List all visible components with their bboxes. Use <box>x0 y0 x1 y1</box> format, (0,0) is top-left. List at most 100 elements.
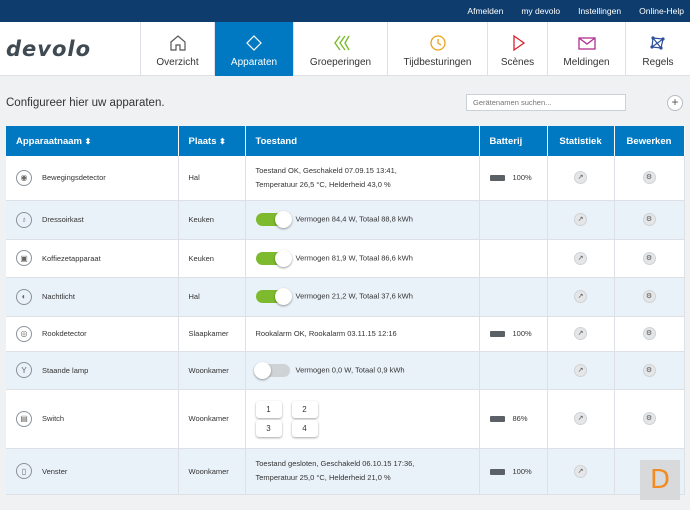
table-row[interactable]: ◎ Rookdetector Slaapkamer Rookalarm OK, R… <box>6 316 685 352</box>
nav-label: Overzicht <box>156 57 199 68</box>
battery-level: 100% <box>512 329 532 338</box>
device-state: Vermogen 21,2 W, Totaal 37,6 kWh <box>295 291 413 301</box>
device-search-input[interactable] <box>466 94 626 111</box>
floor-lamp-icon: Y <box>16 362 32 378</box>
col-name-header[interactable]: Apparaatnaam ⬍ <box>6 126 179 156</box>
clock-icon <box>429 35 446 51</box>
switch-button-3[interactable]: 3 <box>255 419 282 437</box>
battery-icon <box>489 175 505 182</box>
statistics-icon[interactable]: ↗ <box>574 251 587 265</box>
nav-meldingen[interactable]: Meldingen <box>547 22 625 76</box>
battery-icon <box>489 331 505 338</box>
statistics-icon[interactable]: ↗ <box>574 171 587 185</box>
nav-tijdbesturingen[interactable]: Tijdbesturingen <box>387 22 487 76</box>
night-light-icon: ◐ <box>16 288 32 305</box>
nav-scenes[interactable]: Scènes <box>487 22 547 76</box>
statistics-icon[interactable]: ↗ <box>574 213 587 226</box>
device-table: Apparaatnaam ⬍ Plaats ⬍ Toestand Batteri… <box>6 126 685 495</box>
nav-label: Scènes <box>500 57 535 68</box>
device-name: Dressoirkast <box>42 215 84 224</box>
coffee-machine-icon: ▣ <box>16 250 32 266</box>
col-place-header[interactable]: Plaats ⬍ <box>178 126 246 156</box>
diamond-icon <box>246 35 262 51</box>
device-place: Keuken <box>178 200 246 240</box>
battery-level: 86% <box>512 414 528 423</box>
nav-label: Apparaten <box>230 57 278 68</box>
device-place: Woonkamer <box>178 389 246 449</box>
power-toggle[interactable] <box>255 211 292 228</box>
statistics-icon[interactable]: ↗ <box>574 290 587 303</box>
logout-link[interactable]: Afmelden <box>467 6 504 16</box>
col-edit-header: Bewerken <box>614 126 685 156</box>
sort-icon: ⬍ <box>84 136 92 146</box>
device-place: Slaapkamer <box>178 316 246 352</box>
statistics-icon[interactable]: ↗ <box>574 412 587 425</box>
gear-icon[interactable]: ⚙ <box>642 290 656 303</box>
logo-text: devolo <box>6 36 92 61</box>
help-link[interactable]: Online-Help <box>639 6 684 16</box>
bulb-icon: ♁ <box>16 211 32 228</box>
device-state: Toestand OK, Geschakeld 07.09.15 13:41, <box>255 165 397 175</box>
col-battery-header: Batterij <box>479 126 548 156</box>
statistics-icon[interactable]: ↗ <box>574 363 587 377</box>
page-title: Configureer hier uw apparaten. <box>6 97 165 109</box>
device-state: Toestand gesloten, Geschakeld 06.10.15 1… <box>255 459 415 468</box>
table-row[interactable]: ▤ Switch Woonkamer 1 2 3 4 86% ↗ ⚙ <box>6 389 685 449</box>
toolbar: Configureer hier uw apparaten. + <box>0 76 690 124</box>
table-row[interactable]: Y Staande lamp Woonkamer Vermogen 0,0 W, … <box>6 351 685 390</box>
add-device-button[interactable]: + <box>667 95 683 111</box>
table-row[interactable]: ♁ Dressoirkast Keuken Vermogen 84,4 W, To… <box>6 200 685 240</box>
nav-overzicht[interactable]: Overzicht <box>140 22 214 76</box>
table-row[interactable]: ◐ Nachtlicht Hal Vermogen 21,2 W, Totaal … <box>6 277 685 317</box>
device-state: Vermogen 81,9 W, Totaal 86,6 kWh <box>295 252 413 262</box>
device-state: Temperatuur 26,5 °C, Helderheid 43,0 % <box>255 179 391 189</box>
chevrons-icon <box>333 35 350 51</box>
statistics-icon[interactable]: ↗ <box>574 327 587 340</box>
top-bar: Afmelden my devolo Instellingen Online-H… <box>0 0 690 22</box>
table-row[interactable]: ◉ Bewegingsdetector Hal Toestand OK, Gesc… <box>6 156 685 201</box>
header: devolo Overzicht Apparaten Groeperingen … <box>0 22 690 76</box>
nav-apparaten[interactable]: Apparaten <box>214 22 293 76</box>
gear-icon[interactable]: ⚙ <box>642 251 656 265</box>
device-name: Venster <box>42 466 68 476</box>
table-row[interactable]: ▯ Venster Woonkamer Toestand gesloten, Ge… <box>6 448 685 495</box>
nav-regels[interactable]: Regels <box>625 22 690 76</box>
network-icon <box>650 36 665 50</box>
battery-level: 100% <box>512 466 532 476</box>
device-place: Hal <box>178 277 246 317</box>
switch-icon: ▤ <box>16 410 32 427</box>
gear-icon[interactable]: ⚙ <box>642 363 656 377</box>
table-row[interactable]: ▣ Koffiezetapparaat Keuken Vermogen 81,9 … <box>6 239 685 278</box>
gear-icon[interactable]: ⚙ <box>642 171 656 185</box>
smoke-detector-icon: ◎ <box>16 325 32 342</box>
settings-link[interactable]: Instellingen <box>578 6 622 16</box>
device-state: Rookalarm OK, Rookalarm 03.11.15 12:16 <box>245 316 480 352</box>
battery-level: 100% <box>512 173 532 183</box>
power-toggle[interactable] <box>255 249 292 267</box>
switch-buttons: 1 2 3 4 <box>255 400 479 437</box>
logo[interactable]: devolo <box>0 22 140 75</box>
nav-label: Groeperingen <box>309 57 372 68</box>
col-stats-header: Statistiek <box>547 126 615 156</box>
device-place: Keuken <box>178 239 246 278</box>
motion-sensor-icon: ◉ <box>16 169 32 186</box>
switch-button-2[interactable]: 2 <box>291 400 318 418</box>
nav-label: Meldingen <box>563 57 610 68</box>
nav-groeperingen[interactable]: Groeperingen <box>293 22 387 76</box>
power-toggle[interactable] <box>253 361 290 379</box>
main-nav: Overzicht Apparaten Groeperingen Tijdbes… <box>140 22 690 76</box>
switch-button-4[interactable]: 4 <box>291 419 318 437</box>
mail-icon <box>577 37 596 50</box>
device-state: Temperatuur 25,0 °C, Helderheid 21,0 % <box>255 473 391 482</box>
col-state-header: Toestand <box>245 126 480 156</box>
gear-icon[interactable]: ⚙ <box>642 213 656 226</box>
gear-icon[interactable]: ⚙ <box>642 412 656 425</box>
gear-icon[interactable]: ⚙ <box>642 327 656 340</box>
watermark-logo: D <box>640 460 680 500</box>
switch-button-1[interactable]: 1 <box>255 400 282 418</box>
device-place: Hal <box>178 156 246 201</box>
statistics-icon[interactable]: ↗ <box>574 464 587 478</box>
my-devolo-link[interactable]: my devolo <box>521 6 561 16</box>
power-toggle[interactable] <box>255 288 292 305</box>
device-name: Staande lamp <box>42 365 89 375</box>
